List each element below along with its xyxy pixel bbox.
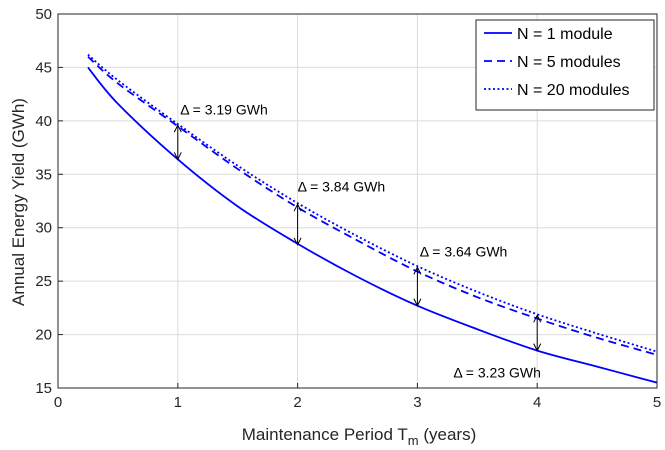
legend-box bbox=[475, 19, 655, 111]
delta-label: Δ = 3.64 GWh bbox=[420, 244, 508, 260]
delta-arrow-head-down bbox=[293, 237, 302, 246]
delta-arrow-head-up bbox=[413, 266, 422, 275]
plot-frame bbox=[57, 13, 658, 389]
y-tick-label: 30 bbox=[35, 220, 52, 237]
y-axis-label: Annual Energy Yield (GWh) bbox=[9, 98, 28, 306]
x-tick-label: 3 bbox=[413, 394, 421, 411]
y-tick-label: 40 bbox=[35, 113, 52, 130]
delta-arrow-head-down bbox=[413, 298, 422, 307]
y-tick-label: 35 bbox=[35, 166, 52, 183]
delta-arrow-head-up bbox=[533, 314, 542, 323]
y-axis-ticks: 15 20 25 30 35 40 45 50 bbox=[35, 6, 63, 397]
delta-label: Δ = 3.23 GWh bbox=[453, 364, 541, 380]
legend: N = 1 module N = 5 modules N = 20 modules bbox=[475, 19, 655, 111]
y-tick-label: 50 bbox=[35, 6, 52, 23]
delta-arrow-head-up bbox=[293, 203, 302, 212]
delta-annotation-1: Δ = 3.19 GWh bbox=[173, 101, 268, 161]
delta-arrow-head-down bbox=[173, 152, 182, 161]
series-line-2 bbox=[87, 56, 658, 356]
legend-label-2: N = 5 modules bbox=[517, 54, 621, 71]
delta-annotation-4: Δ = 3.23 GWh bbox=[453, 314, 542, 380]
x-tick-label: 5 bbox=[653, 394, 661, 411]
y-tick-label: 45 bbox=[35, 59, 52, 76]
y-tick-label: 25 bbox=[35, 273, 52, 290]
legend-label-3: N = 20 modules bbox=[517, 82, 630, 99]
series-layer bbox=[87, 53, 658, 384]
x-axis-label: Maintenance Period Tm (years) bbox=[242, 425, 476, 448]
delta-label: Δ = 3.84 GWh bbox=[298, 178, 386, 194]
x-tick-label: 4 bbox=[533, 394, 541, 411]
y-tick-label: 15 bbox=[35, 380, 52, 397]
delta-arrow-head-down bbox=[533, 343, 542, 352]
delta-annotation-3: Δ = 3.64 GWh bbox=[413, 244, 508, 307]
annotations: Δ = 3.19 GWh Δ = 3.84 GWh Δ = 3.64 GWh Δ = … bbox=[173, 101, 542, 380]
x-tick-label: 2 bbox=[293, 394, 301, 411]
legend-label-1: N = 1 module bbox=[517, 26, 613, 43]
x-tick-label: 1 bbox=[174, 394, 182, 411]
series-line-1 bbox=[87, 66, 658, 384]
delta-annotation-2: Δ = 3.84 GWh bbox=[293, 178, 386, 246]
x-tick-label: 0 bbox=[54, 394, 62, 411]
series-line-3 bbox=[87, 53, 658, 353]
delta-arrow-head-up bbox=[173, 124, 182, 133]
y-tick-label: 20 bbox=[35, 327, 52, 344]
x-axis-ticks: 0 1 2 3 4 5 bbox=[54, 383, 661, 411]
delta-label: Δ = 3.19 GWh bbox=[180, 101, 268, 117]
